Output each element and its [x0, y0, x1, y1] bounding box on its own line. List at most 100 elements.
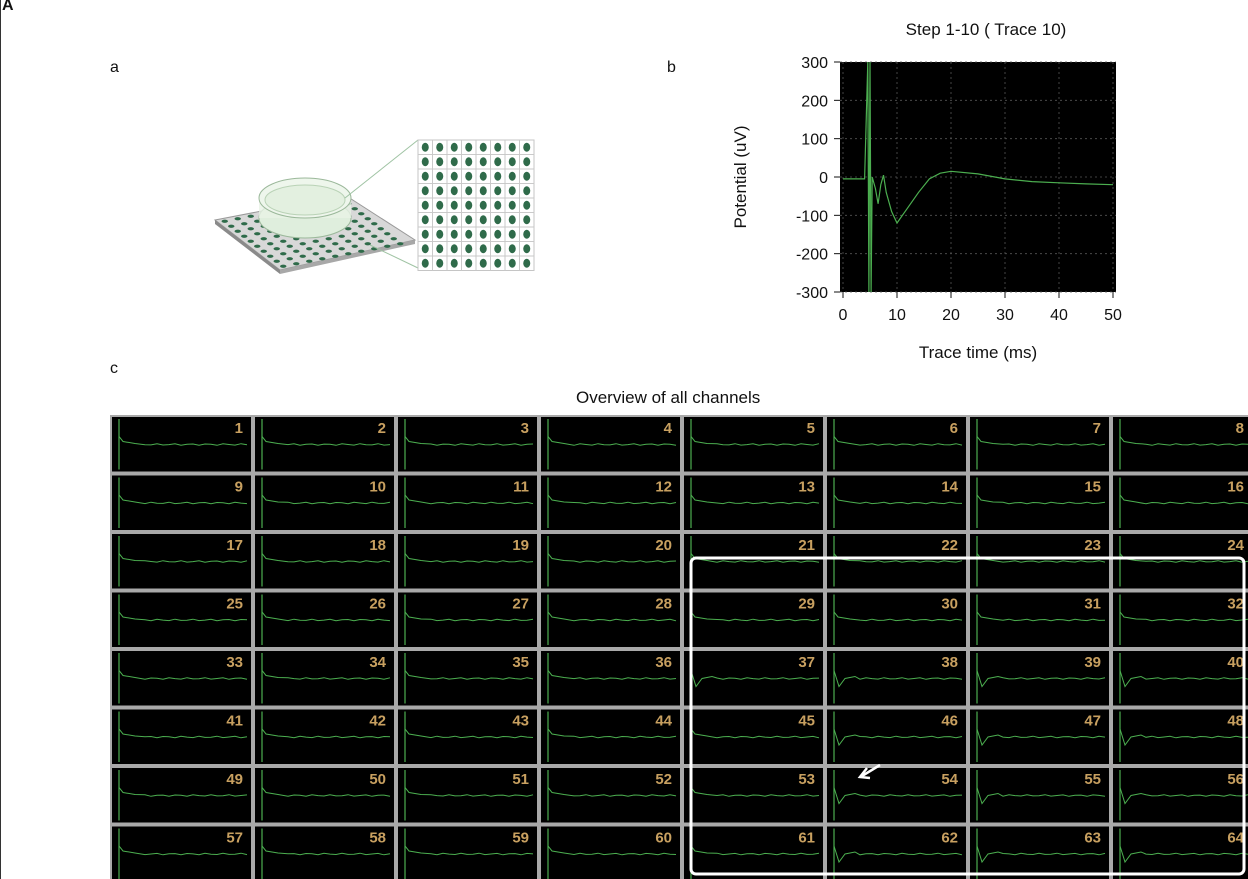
channel-cell: 6	[833, 419, 963, 470]
electrode-dot	[523, 229, 531, 239]
channel-number: 4	[664, 420, 673, 437]
channel-trace	[833, 670, 963, 688]
channel-number: 49	[226, 771, 243, 788]
channel-cell: 30	[833, 594, 963, 645]
channel-cell: 22	[833, 536, 963, 587]
channel-trace	[833, 728, 963, 747]
channel-cell: 35	[404, 653, 534, 704]
channel-trace	[118, 611, 248, 622]
channel-number: 48	[1227, 713, 1244, 730]
channel-cell: 39	[976, 653, 1106, 704]
channel-number: 47	[1084, 713, 1101, 730]
channel-number: 62	[941, 830, 958, 847]
electrode-dot	[319, 257, 326, 261]
electrode-dot	[523, 142, 531, 152]
channel-cell: 15	[976, 477, 1106, 528]
electrode-dot	[508, 258, 516, 268]
electrode-dot	[273, 234, 280, 238]
panel-label-c: c	[110, 360, 118, 377]
channel-cell: 46	[833, 711, 963, 762]
channel-trace	[690, 553, 820, 563]
electrode-dot	[325, 249, 332, 253]
channel-trace	[1119, 494, 1248, 505]
channel-number: 14	[941, 479, 958, 496]
electrode-dot	[479, 200, 487, 210]
channel-cell: 57	[118, 828, 248, 879]
electrode-dot	[450, 171, 458, 181]
y-tick-label: -100	[796, 208, 828, 225]
electrode-dot	[377, 227, 384, 231]
channel-cell: 41	[118, 711, 248, 762]
channel-trace	[976, 728, 1106, 747]
electrode-dot	[479, 186, 487, 196]
channel-number: 13	[798, 479, 815, 496]
y-tick-label: 200	[801, 93, 828, 110]
channel-number: 12	[655, 479, 672, 496]
channel-trace	[976, 553, 1106, 563]
electrode-dot	[254, 244, 261, 248]
channel-number: 7	[1093, 420, 1101, 437]
electrode-dot	[241, 222, 248, 226]
channel-cell: 7	[976, 419, 1106, 470]
channel-number: 42	[369, 713, 386, 730]
channel-number: 37	[798, 654, 815, 671]
electrode-dot	[397, 242, 404, 246]
channel-cell: 56	[1119, 770, 1248, 821]
channel-trace	[547, 728, 677, 739]
channel-trace	[404, 728, 534, 739]
channel-trace	[690, 670, 820, 688]
channel-number: 40	[1227, 654, 1244, 671]
channel-trace	[547, 611, 677, 622]
channel-trace	[547, 845, 677, 856]
channel-cell: 47	[976, 711, 1106, 762]
channel-trace	[261, 728, 391, 739]
channel-cell: 11	[404, 477, 534, 528]
channel-trace	[404, 787, 534, 797]
channel-number: 29	[798, 596, 815, 613]
electrode-dot	[508, 215, 516, 225]
electrode-dot	[421, 244, 429, 254]
x-tick-label: 30	[996, 307, 1014, 324]
electrode-dot	[465, 215, 473, 225]
channel-trace	[1119, 611, 1248, 622]
channel-trace	[118, 494, 248, 505]
electrode-dot	[508, 229, 516, 239]
electrode-dot	[465, 229, 473, 239]
electrode-dot	[299, 242, 306, 246]
channel-number: 21	[798, 537, 815, 554]
channel-number: 19	[512, 537, 529, 554]
electrode-dot	[273, 247, 280, 251]
channel-trace	[976, 670, 1106, 688]
channel-cell: 10	[261, 477, 391, 528]
channel-cell: 33	[118, 653, 248, 704]
electrode-dot	[523, 200, 531, 210]
channel-trace	[261, 787, 391, 797]
electrode-dot	[465, 200, 473, 210]
electrode-dot	[465, 244, 473, 254]
channel-cell: 52	[547, 770, 677, 821]
panel-label-b: b	[667, 59, 676, 76]
channel-number: 44	[655, 713, 672, 730]
channel-number: 3	[521, 420, 529, 437]
channel-trace	[1119, 787, 1248, 805]
channel-number: 59	[512, 830, 529, 847]
electrode-dot	[221, 219, 228, 223]
mea-dish-illustration	[213, 139, 535, 274]
channel-cell: 55	[976, 770, 1106, 821]
electrode-dot	[306, 259, 313, 263]
electrode-dot	[436, 142, 444, 152]
electrode-dot	[351, 207, 358, 211]
electrode-dot	[247, 214, 254, 218]
channel-trace	[690, 494, 820, 505]
channel-cell: 23	[976, 536, 1106, 587]
electrode-dot	[358, 224, 365, 228]
channel-trace	[976, 611, 1106, 622]
electrode-dot	[494, 200, 502, 210]
channel-trace	[833, 787, 963, 805]
y-tick-label: 300	[801, 55, 828, 72]
channel-number: 2	[378, 420, 386, 437]
channel-number: 56	[1227, 771, 1244, 788]
channel-cell: 31	[976, 594, 1106, 645]
channel-cell: 1	[118, 419, 248, 470]
channel-number: 20	[655, 537, 672, 554]
